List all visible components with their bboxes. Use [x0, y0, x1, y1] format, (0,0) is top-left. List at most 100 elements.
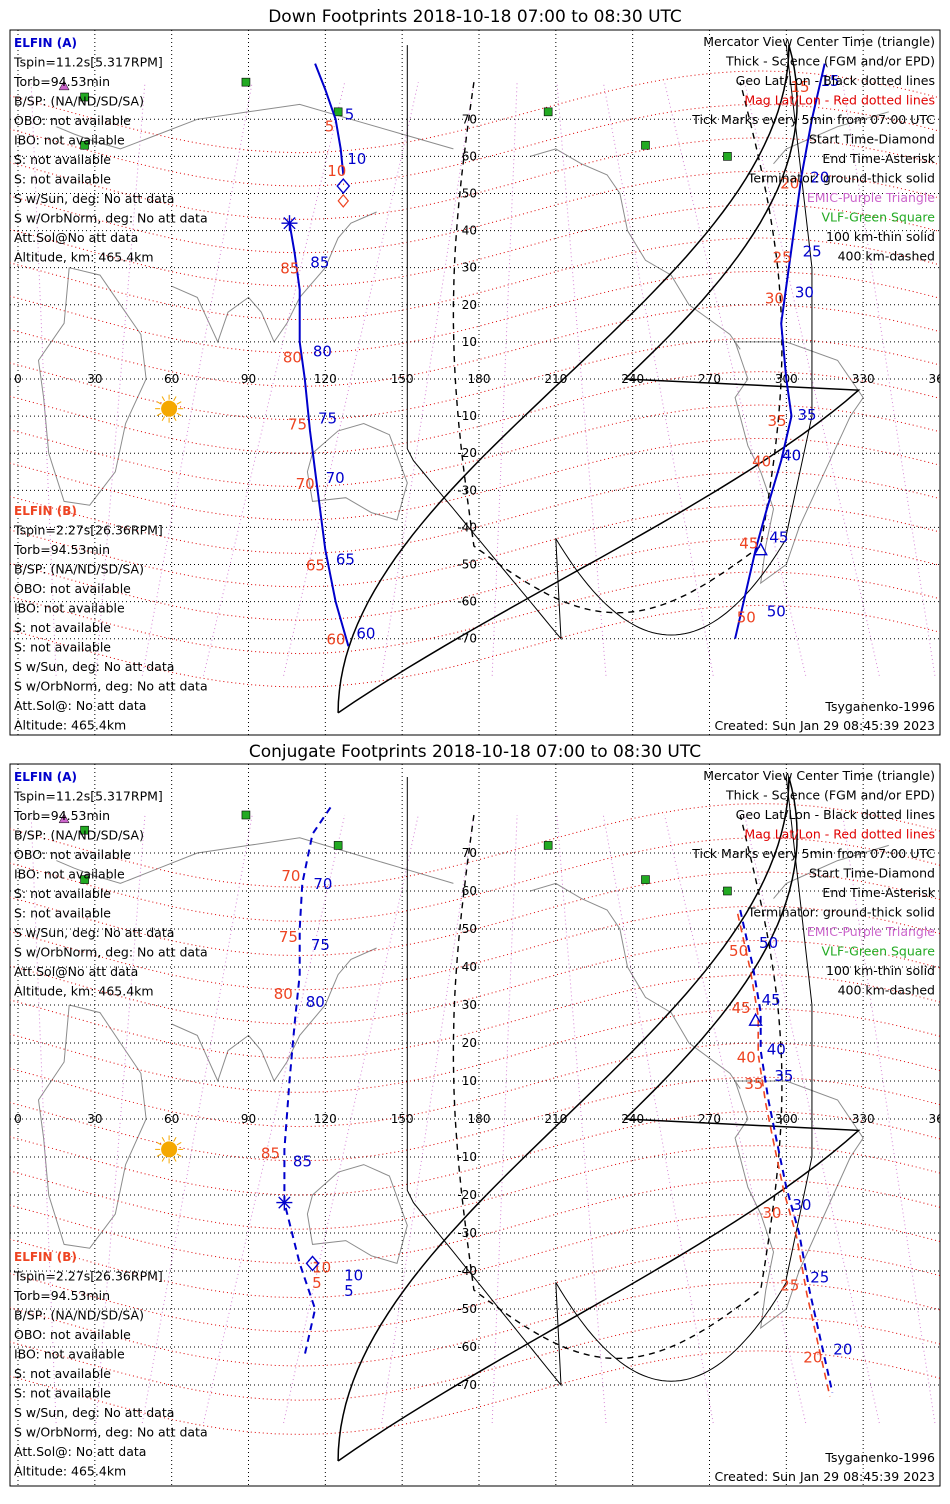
- lon-tick-label: 0: [14, 1112, 22, 1126]
- lon-tick-label: 90: [241, 372, 256, 386]
- lat-tick-label: 60: [462, 884, 477, 898]
- elfin-a-tick-label: 50: [759, 934, 778, 952]
- elfin-b-tick-label: 45: [732, 999, 751, 1017]
- elfin-b-tick-label: 80: [283, 349, 302, 367]
- sun-ray: [176, 412, 182, 417]
- coastline-3: [306, 422, 408, 521]
- vlf-station-square: [241, 810, 251, 820]
- elfin-b-info-line: S w/Sun, deg: No att data: [14, 1405, 174, 1420]
- lon-tick-label: 240: [621, 372, 644, 386]
- lon-tick-label: 210: [544, 372, 567, 386]
- mag-parallel: [10, 571, 940, 655]
- lon-tick-label: 0: [14, 372, 22, 386]
- elfin-b-info-line: IBO: not available: [14, 601, 125, 616]
- elfin-a-conjugate-track-west: [283, 806, 332, 1355]
- terminator-100km: [406, 776, 813, 1387]
- lat-tick-label: -70: [457, 632, 477, 646]
- elfin-a-info-line: Torb=94.53min: [13, 808, 110, 823]
- mag-meridian: [842, 814, 936, 1424]
- vlf-station-square: [333, 841, 343, 850]
- elfin-a-info-line: S w/Sun, deg: No att data: [14, 925, 174, 940]
- legend-entry: 100 km-thin solid: [826, 229, 935, 244]
- sun-ray: [173, 416, 177, 422]
- mag-parallel: [10, 304, 940, 387]
- lon-tick-label: 360: [929, 1112, 950, 1126]
- elfin-b-info-line: Att.Sol@: No att data: [14, 1444, 146, 1459]
- terminator-400km: [452, 82, 783, 614]
- elfin-a-info-line: Tspin=11.2s[5.317RPM]: [13, 55, 163, 70]
- elfin-b-tick-label: 25: [773, 249, 792, 267]
- end-asterisk-icon: [283, 217, 296, 230]
- legend-entry: Mag Lat/Lon - Red dotted lines: [744, 93, 935, 108]
- elfin-a-tick-label: 10: [344, 1267, 363, 1285]
- lat-tick-label: 30: [462, 998, 477, 1012]
- mag-parallel: [10, 70, 940, 154]
- mag-meridian: [664, 814, 807, 1424]
- elfin-a-tick-label: 65: [336, 551, 355, 569]
- panel-title: Down Footprints 2018-10-18 07:00 to 08:3…: [268, 7, 682, 27]
- map-content: 0 30 60 90 120 150 180 210 240 270 300 330 360 70 60 50…: [10, 764, 950, 1486]
- sun-ray: [161, 396, 166, 402]
- elfin-a-info-line: IBO: not available: [14, 867, 125, 882]
- sun-ray: [173, 1137, 177, 1142]
- elfin-a-track-north: [314, 63, 345, 175]
- legend-entry: 400 km-dashed: [838, 983, 935, 998]
- elfin-b-info-line: S w/OrbNorm, deg: No att data: [14, 1425, 208, 1440]
- center-time-triangle-icon: [748, 1012, 763, 1026]
- map-frame: [9, 29, 941, 736]
- legend-entry: Start Time-Diamond: [809, 132, 935, 147]
- elfin-b-tick-label: 50: [729, 942, 748, 960]
- legend-entry: VLF-Green Square: [821, 210, 935, 225]
- mag-meridian: [602, 82, 714, 676]
- lat-tick-label: -10: [457, 409, 477, 423]
- elfin-b-info-line: Torb=94.53min: [13, 542, 110, 557]
- elfin-b-info-line: Att.Sol@: No att data: [14, 698, 146, 713]
- mag-meridian: [203, 814, 346, 1424]
- emic-station-triangle: [58, 80, 70, 91]
- legend-entry: EMIC-Purple Triangle: [807, 924, 935, 939]
- elfin-a-tick-label: 25: [810, 1268, 829, 1286]
- panel-title: Conjugate Footprints 2018-10-18 07:00 to…: [249, 742, 701, 762]
- elfin-a-info-line: IBO: not available: [14, 133, 125, 148]
- mag-parallel: [10, 471, 940, 554]
- mag-meridian: [95, 82, 146, 676]
- mag-parallel: [10, 204, 940, 287]
- lat-tick-label: 30: [462, 261, 477, 275]
- lat-tick-label: 50: [462, 922, 477, 936]
- sun-ray: [161, 1156, 166, 1162]
- elfin-b-info-line: S w/OrbNorm, deg: No att data: [14, 679, 208, 694]
- vlf-station-square: [80, 875, 89, 884]
- elfin-a-tick-label: 5: [345, 105, 355, 123]
- elfin-b-tick-label: 70: [281, 867, 300, 885]
- lon-tick-label: 120: [314, 372, 337, 386]
- mag-meridian: [664, 82, 807, 676]
- elfin-b-tick-label: 20: [803, 1349, 822, 1367]
- elfin-b-info-line: B/SP: (NA/ND/SD/SA): [14, 1308, 144, 1323]
- elfin-a-tick-label: 70: [326, 469, 345, 487]
- lat-tick-label: -50: [457, 558, 477, 572]
- elfin-a-info-line: S: not available: [14, 886, 111, 901]
- mag-meridian: [203, 82, 346, 676]
- lon-tick-label: 210: [544, 1112, 567, 1126]
- sun-ray: [173, 396, 177, 402]
- elfin-b-tick-label: 30: [762, 1204, 781, 1222]
- mag-parallel: [10, 871, 940, 957]
- mag-parallel: [10, 939, 940, 1025]
- created-timestamp: Created: Sun Jan 29 08:45:39 2023: [715, 718, 935, 733]
- elfin-a-tick-label: 35: [797, 406, 816, 424]
- end-asterisk-icon: [278, 1196, 291, 1209]
- mag-meridian: [491, 814, 518, 1424]
- sun-ray: [156, 401, 162, 405]
- sun-ray: [173, 1156, 177, 1162]
- elfin-a-tick-label: 75: [318, 410, 337, 428]
- mag-meridian: [842, 82, 936, 676]
- elfin-b-info-line: Torb=94.53min: [13, 1288, 110, 1303]
- mag-parallel: [10, 604, 940, 688]
- lon-tick-label: 180: [468, 1112, 491, 1126]
- elfin-b-info-line: OBO: not available: [14, 581, 131, 596]
- legend-entry: Thick - Science (FGM and/or EPD): [725, 788, 935, 803]
- elfin-b-info-title: ELFIN (B): [14, 504, 77, 518]
- legend-entry: 400 km-dashed: [838, 249, 935, 264]
- legend-entry: Terminator: ground-thick solid: [747, 171, 935, 186]
